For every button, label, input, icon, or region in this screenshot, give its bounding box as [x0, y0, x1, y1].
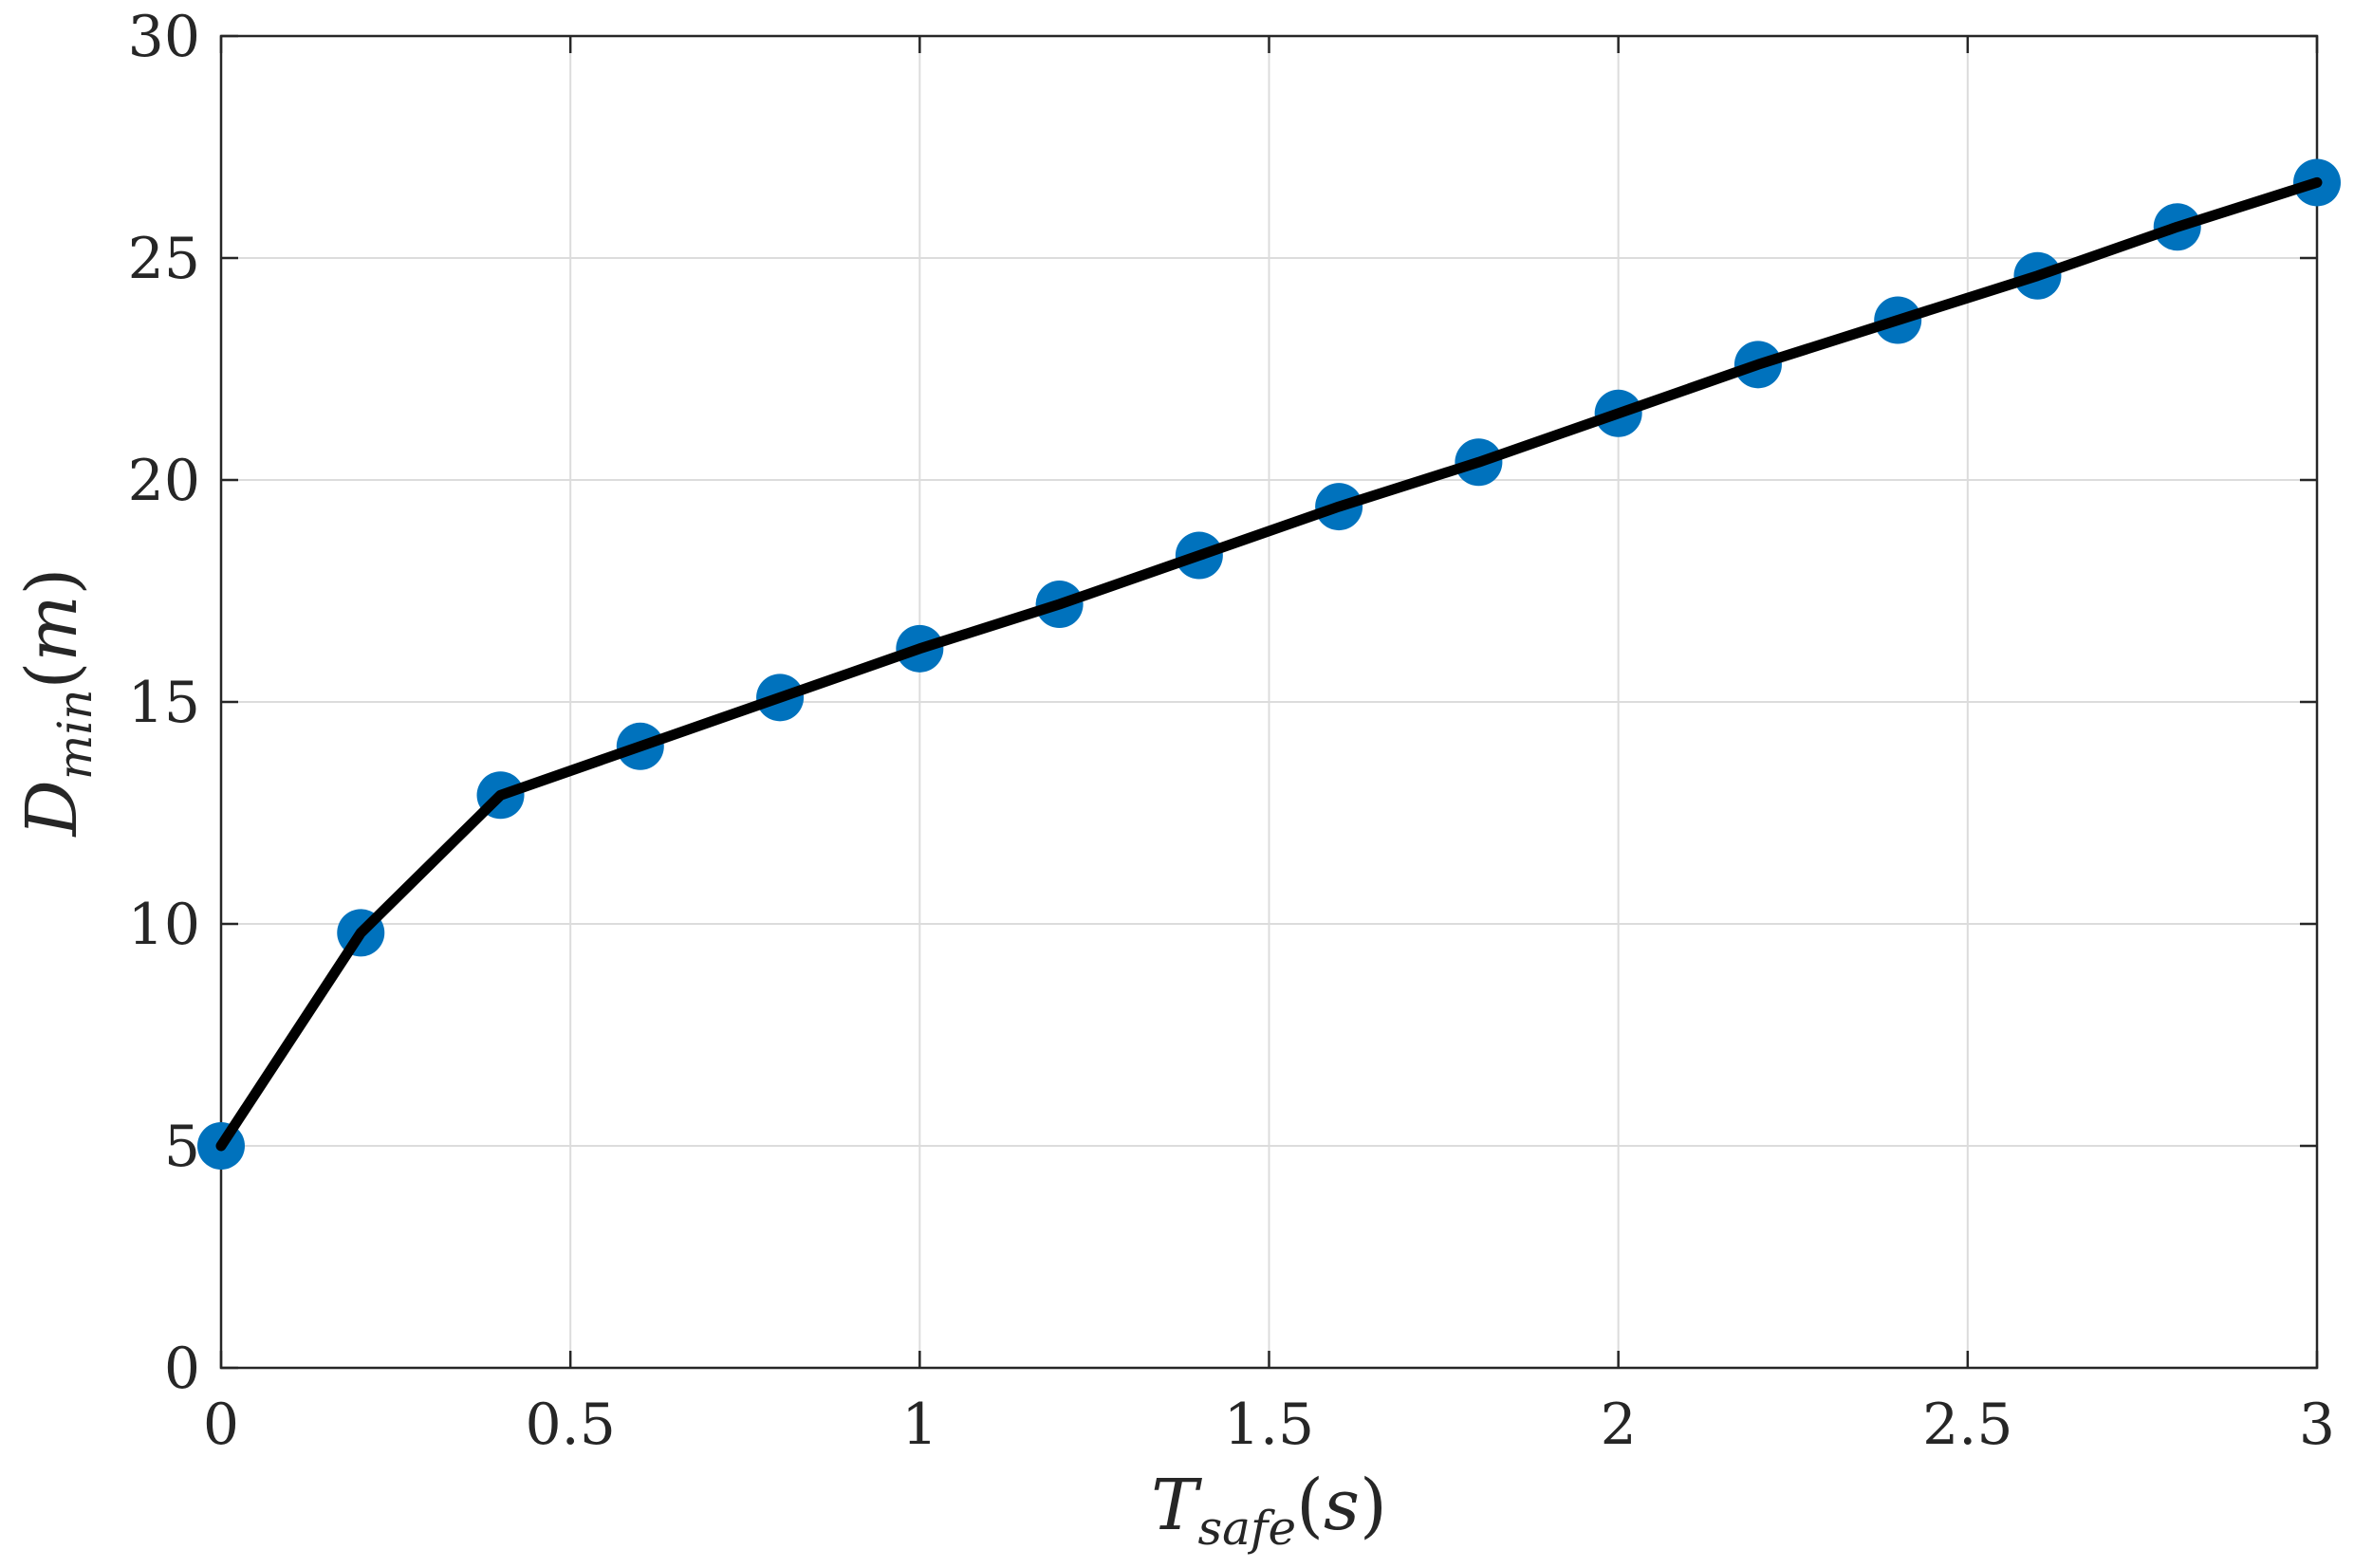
y-tick-label: 30 [128, 4, 200, 70]
x-axis-label: Tsafe(s) [1151, 1465, 1387, 1556]
y-tick-label: 15 [128, 670, 200, 736]
y-axis-label-sub: min [47, 689, 102, 780]
x-tick-label: 0.5 [525, 1392, 615, 1458]
x-tick-label: 0 [203, 1392, 239, 1458]
x-tick-label: 2.5 [1922, 1392, 2012, 1458]
y-axis-label-paren-close: ) [11, 568, 93, 596]
y-axis-label: Dmin(m) [11, 568, 102, 839]
x-axis-label-unit: s [1324, 1465, 1360, 1546]
tick-marks [219, 34, 2319, 1370]
x-tick-label: 1 [901, 1392, 937, 1458]
y-tick-label: 25 [128, 226, 200, 292]
x-axis-label-sub: safe [1198, 1501, 1297, 1556]
x-tick-labels: 0 0.5 1 1.5 2 2.5 3 [203, 1392, 2335, 1458]
y-tick-labels: 0 5 10 15 20 25 30 [128, 4, 200, 1402]
x-tick-label: 2 [1601, 1392, 1637, 1458]
x-tick-label: 1.5 [1224, 1392, 1314, 1458]
y-tick-label: 0 [164, 1336, 200, 1402]
y-axis-label-main: D [11, 780, 93, 838]
x-axis-label-paren-open: ( [1296, 1465, 1324, 1546]
x-tick-label: 3 [2299, 1392, 2335, 1458]
series-line [215, 176, 2323, 1152]
y-tick-label: 10 [128, 892, 200, 958]
x-axis-label-paren-close: ) [1360, 1465, 1387, 1546]
y-axis-label-paren-open: ( [11, 662, 93, 690]
y-axis-label-unit: m [11, 595, 93, 661]
y-tick-label: 20 [128, 448, 200, 514]
y-tick-label: 5 [164, 1114, 200, 1180]
x-axis-label-main: T [1151, 1465, 1202, 1546]
